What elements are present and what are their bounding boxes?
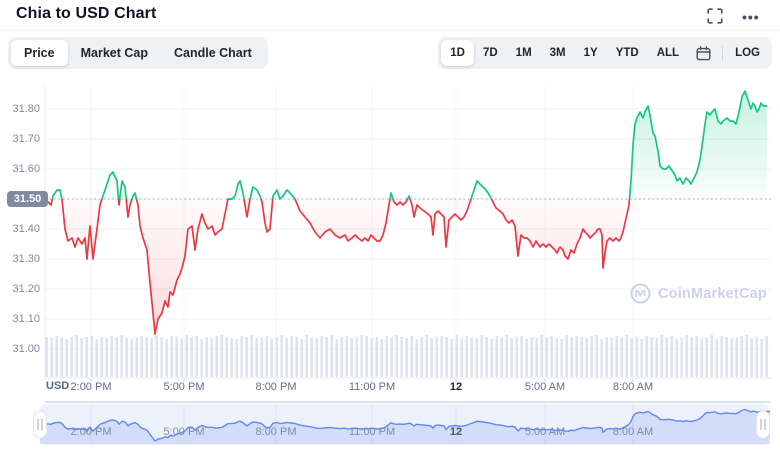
time-axis-label: 2:00 PM (70, 426, 112, 438)
more-options-icon[interactable]: ••• (736, 6, 762, 28)
volume-bars (45, 335, 768, 377)
header-divider (0, 30, 780, 31)
y-axis-label: 31.70 (12, 133, 40, 145)
calendar-icon[interactable] (688, 40, 719, 66)
range-1d[interactable]: 1D (441, 40, 474, 66)
navigator[interactable] (33, 401, 771, 445)
range-3m[interactable]: 3M (541, 40, 575, 66)
tab-market-cap[interactable]: Market Cap (68, 40, 161, 66)
time-axis-label: 5:00 PM (163, 426, 205, 438)
chart-type-tab-group: Price Market Cap Candle Chart (8, 37, 268, 69)
range-1m[interactable]: 1M (507, 40, 541, 66)
time-axis-label: 5:00 PM (163, 381, 205, 393)
toolbar-separator (722, 45, 724, 61)
time-axis-label: 12 (449, 426, 463, 438)
y-axis-label: 31.30 (12, 253, 40, 265)
y-axis-label: 31.00 (12, 343, 40, 355)
area-fill-down (45, 199, 767, 334)
time-axis-label: 12 (449, 381, 463, 393)
range-ytd[interactable]: YTD (607, 40, 648, 66)
time-axis-label: 2:00 PM (70, 381, 112, 393)
navigator-area (40, 409, 770, 444)
navigator-right-handle[interactable] (756, 410, 770, 439)
page-title: Chia to USD Chart (16, 5, 157, 22)
time-axis-label: 8:00 AM (612, 426, 654, 438)
y-axis-label: 31.20 (12, 283, 40, 295)
price-line-up (45, 90, 767, 199)
range-all[interactable]: ALL (648, 40, 688, 66)
navigator-line (40, 408, 770, 442)
tab-price[interactable]: Price (11, 40, 68, 66)
y-axis-label: 31.40 (12, 223, 40, 235)
currency-unit-label: USD (46, 380, 70, 392)
current-price-badge: 31.50 (7, 191, 48, 207)
range-1y[interactable]: 1Y (575, 40, 607, 66)
time-axis-label: 11:00 PM (348, 426, 396, 438)
price-line-down (44, 199, 631, 335)
tab-candle-chart[interactable]: Candle Chart (161, 40, 265, 66)
fullscreen-icon[interactable] (704, 6, 726, 28)
time-axis-label: 11:00 PM (348, 381, 396, 393)
time-axis-label: 8:00 AM (612, 381, 654, 393)
time-range-group: 1D 7D 1M 3M 1Y YTD ALL LOG (438, 37, 772, 69)
time-axis-label: 5:00 AM (524, 381, 566, 393)
range-7d[interactable]: 7D (474, 40, 507, 66)
y-axis-label: 31.10 (12, 313, 40, 325)
log-scale-button[interactable]: LOG (726, 40, 769, 66)
time-axis-label: 8:00 PM (255, 381, 297, 393)
y-axis-label: 31.80 (12, 103, 40, 115)
time-axis-label: 8:00 PM (255, 426, 297, 438)
navigator-left-handle[interactable] (33, 410, 47, 439)
time-axis-label: 5:00 AM (524, 426, 566, 438)
y-axis-label: 31.60 (12, 163, 40, 175)
